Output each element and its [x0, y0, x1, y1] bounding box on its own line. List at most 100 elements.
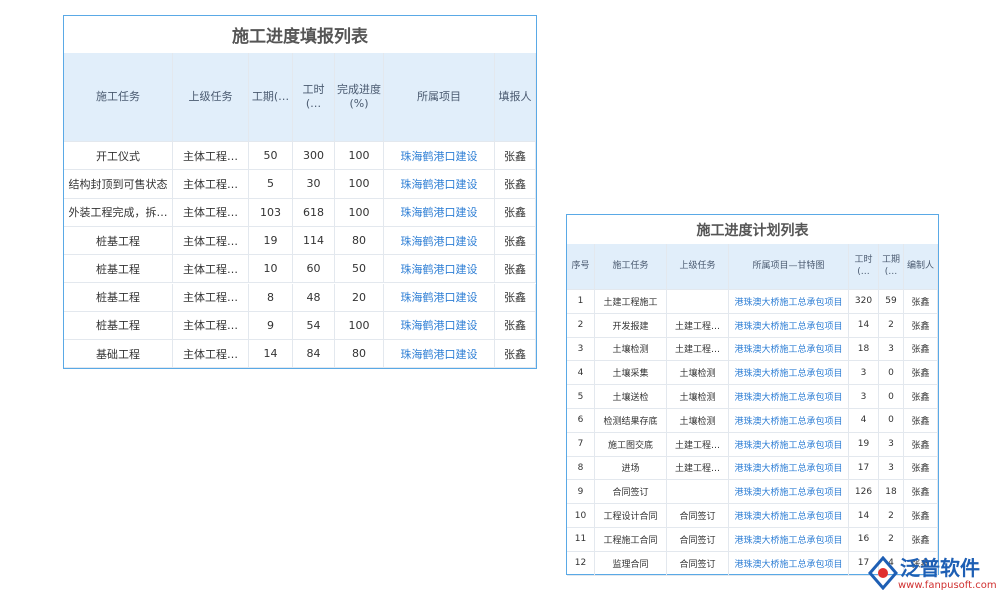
- table-cell: 土建工程…: [667, 337, 729, 362]
- project-link[interactable]: 珠海鹤港口建设: [384, 255, 495, 284]
- table-cell: 合同签订: [667, 551, 729, 576]
- table-cell: 618: [293, 198, 335, 227]
- column-header: 所属项目—甘特图: [729, 244, 849, 290]
- table-cell: 300: [293, 142, 335, 171]
- project-link[interactable]: 港珠澳大桥施工总承包项目: [729, 409, 849, 433]
- project-link[interactable]: 珠海鹤港口建设: [384, 226, 495, 256]
- table-cell: 126: [849, 480, 879, 505]
- table-cell: 开发报建: [595, 313, 667, 338]
- column-header: 工期(…: [879, 244, 904, 290]
- table-cell: 80: [335, 226, 384, 256]
- table-cell: 19: [849, 432, 879, 457]
- table-cell: 3: [849, 385, 879, 409]
- table-cell: 张鑫: [495, 311, 536, 341]
- table-cell: 3: [879, 337, 904, 362]
- table-cell: 50: [335, 255, 384, 284]
- project-link[interactable]: 港珠澳大桥施工总承包项目: [729, 432, 849, 457]
- table-cell: 工程设计合同: [595, 504, 667, 528]
- table-cell: 张鑫: [495, 255, 536, 284]
- table-cell: 54: [293, 311, 335, 341]
- table-cell: 9: [249, 311, 293, 341]
- report-table: 施工进度填报列表 施工任务 上级任务 工期(… 工时(… 完成进度(%) 所属项目 填报人开…: [63, 15, 537, 369]
- table-cell: 14: [849, 313, 879, 338]
- table-cell: 土壤检测: [667, 409, 729, 433]
- table-cell: 检测结果存底: [595, 409, 667, 433]
- column-header: 上级任务: [667, 244, 729, 290]
- table-cell: 土壤采集: [595, 361, 667, 386]
- table-cell: 48: [293, 283, 335, 312]
- table-cell: 7: [567, 432, 595, 457]
- table-cell: 主体工程…: [173, 283, 249, 312]
- project-link[interactable]: 港珠澳大桥施工总承包项目: [729, 504, 849, 528]
- column-header: 上级任务: [173, 53, 249, 142]
- table-cell: 主体工程…: [173, 198, 249, 227]
- project-link[interactable]: 港珠澳大桥施工总承包项目: [729, 480, 849, 505]
- table-cell: [667, 480, 729, 505]
- table-cell: 11: [567, 528, 595, 552]
- table-cell: 10: [249, 255, 293, 284]
- project-link[interactable]: 港珠澳大桥施工总承包项目: [729, 551, 849, 576]
- column-header: 工时(…: [293, 53, 335, 142]
- table-cell: 合同签订: [667, 528, 729, 552]
- table-cell: 17: [849, 456, 879, 481]
- table-cell: 50: [249, 142, 293, 171]
- project-link[interactable]: 珠海鹤港口建设: [384, 170, 495, 199]
- table-cell: 1: [567, 290, 595, 314]
- project-link[interactable]: 珠海鹤港口建设: [384, 283, 495, 312]
- table-cell: 0: [879, 385, 904, 409]
- table-cell: 张鑫: [904, 432, 938, 457]
- table-cell: 30: [293, 170, 335, 199]
- project-link[interactable]: 港珠澳大桥施工总承包项目: [729, 290, 849, 314]
- project-link[interactable]: 珠海鹤港口建设: [384, 340, 495, 369]
- table-cell: 2: [879, 313, 904, 338]
- table-cell: 5: [249, 170, 293, 199]
- column-header: 完成进度(%): [335, 53, 384, 142]
- watermark-logo: [868, 556, 898, 590]
- table-cell: 张鑫: [904, 456, 938, 481]
- column-header: 编制人: [904, 244, 938, 290]
- project-link[interactable]: 港珠澳大桥施工总承包项目: [729, 361, 849, 386]
- table-cell: 3: [567, 337, 595, 362]
- project-link[interactable]: 港珠澳大桥施工总承包项目: [729, 385, 849, 409]
- table-cell: 土建工程施工: [595, 290, 667, 314]
- project-link[interactable]: 港珠澳大桥施工总承包项目: [729, 313, 849, 338]
- table-cell: 主体工程…: [173, 255, 249, 284]
- project-link[interactable]: 珠海鹤港口建设: [384, 142, 495, 171]
- table-cell: 100: [335, 311, 384, 341]
- column-header: 施工任务: [595, 244, 667, 290]
- table-title: 施工进度填报列表: [64, 16, 536, 54]
- project-link[interactable]: 珠海鹤港口建设: [384, 311, 495, 341]
- project-link[interactable]: 港珠澳大桥施工总承包项目: [729, 528, 849, 552]
- table-cell: 土壤检测: [667, 385, 729, 409]
- project-link[interactable]: 港珠澳大桥施工总承包项目: [729, 337, 849, 362]
- project-link[interactable]: 港珠澳大桥施工总承包项目: [729, 456, 849, 481]
- table-cell: 张鑫: [904, 504, 938, 528]
- table-cell: 3: [879, 432, 904, 457]
- column-header: 工时(…: [849, 244, 879, 290]
- table-cell: 0: [879, 361, 904, 386]
- table-cell: 6: [567, 409, 595, 433]
- table-cell: 张鑫: [904, 361, 938, 386]
- table-cell: 2: [879, 504, 904, 528]
- table-cell: 开工仪式: [64, 142, 173, 171]
- table-cell: 土壤送检: [595, 385, 667, 409]
- table-cell: 主体工程…: [173, 340, 249, 369]
- table-cell: 张鑫: [495, 142, 536, 171]
- table-cell: 土建工程…: [667, 432, 729, 457]
- table-cell: 19: [249, 226, 293, 256]
- table-cell: 16: [849, 528, 879, 552]
- table-cell: 12: [567, 551, 595, 576]
- project-link[interactable]: 珠海鹤港口建设: [384, 198, 495, 227]
- table-cell: 320: [849, 290, 879, 314]
- table-cell: 0: [879, 409, 904, 433]
- table-cell: 主体工程…: [173, 311, 249, 341]
- table-cell: 14: [849, 504, 879, 528]
- table-cell: 114: [293, 226, 335, 256]
- table-cell: 100: [335, 198, 384, 227]
- table-cell: 张鑫: [904, 313, 938, 338]
- table-cell: 100: [335, 170, 384, 199]
- table-cell: 外装工程完成，拆…: [64, 198, 173, 227]
- table-cell: 张鑫: [495, 170, 536, 199]
- table-cell: 张鑫: [904, 337, 938, 362]
